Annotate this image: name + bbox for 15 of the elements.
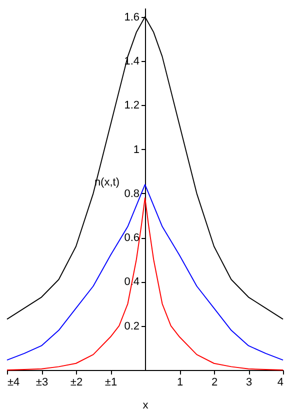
y-tick-label: 0.2 [124,320,140,332]
x-tick-label: 3 [246,376,252,388]
x-tick-label: ±3 [36,376,48,388]
x-tick-label: ±4 [8,376,20,388]
x-axis-title: x [142,400,149,412]
y-tick-label: 1.6 [124,11,140,24]
y-tick-label: 1 [133,144,140,156]
x-tick-label: ±1 [104,376,118,388]
y-tick-label: 1.2 [124,100,140,112]
y-tick-label: 0.6 [124,232,140,244]
x-tick-label: 1 [176,376,184,388]
y-tick-label: 0.8 [124,188,140,200]
x-tick-label: 4 [277,376,284,388]
x-tick-label: ±2 [70,376,83,388]
x-tick-label: 2 [211,376,218,388]
